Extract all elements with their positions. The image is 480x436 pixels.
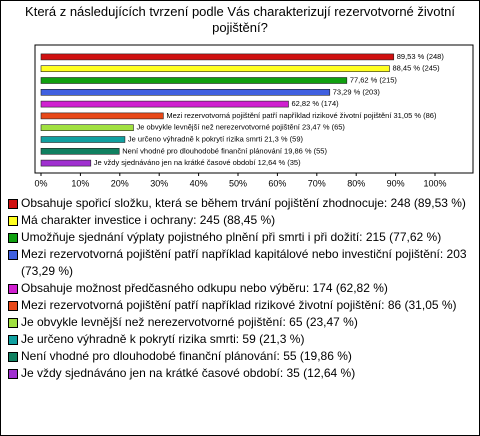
bar [40,65,390,72]
value-label: Není vhodné pro dlouhodobé finanční plán… [122,146,327,155]
x-tick-label: 60% [268,178,286,188]
legend-label: Obsahuje spořicí složku, která se během … [21,196,466,210]
legend-label: Mezi rezervotvorná pojištění patří napří… [21,247,467,278]
legend-item: Umožňuje sjednání výplaty pojistného pln… [7,229,473,246]
bar [40,136,126,143]
legend-label: Je obvykle levnější než nerezervotvorné … [21,315,358,329]
bar [40,159,92,167]
legend-label: Umožňuje sjednání výplaty pojistného pln… [21,230,442,244]
legend-item: Je obvykle levnější než nerezervotvorné … [7,314,473,331]
x-tick-label: 100% [423,178,446,188]
legend-item: Je určeno výhradně k pokrytí rizika smrt… [7,331,473,348]
bar [40,53,395,61]
bar [40,124,134,131]
value-label: 89,53 % (248) [397,52,445,61]
value-label: Mezi rezervotvorná pojištění patří napří… [166,111,437,120]
x-tick-label: 30% [150,178,168,188]
legend-item: Obsahuje možnost předčasného odkupu nebo… [7,280,473,297]
legend-swatch [8,250,18,260]
legend-swatch [8,216,18,226]
x-tick-label: 50% [229,178,247,188]
bar [40,112,164,120]
bar [40,100,289,108]
x-tick-label: 40% [190,178,208,188]
x-tick-label: 20% [111,178,129,188]
legend-label: Má charakter investice i ochrany: 245 (8… [21,213,276,227]
legend-swatch [8,301,18,311]
legend-item: Obsahuje spořicí složku, která se během … [7,195,473,212]
legend-item: Je vždy sjednáváno jen na krátké časové … [7,365,473,382]
legend-item: Mezi rezervotvorná pojištění patří napří… [7,246,473,280]
legend-swatch [8,318,18,328]
x-tick-label: 70% [308,178,326,188]
value-label: 73,29 % (203) [333,87,381,96]
legend-swatch [8,199,18,209]
x-tick-label: 10% [71,178,89,188]
x-tick-label: 80% [347,178,365,188]
value-label: 77,62 % (215) [350,75,398,84]
value-label: 88,45 % (245) [392,64,440,73]
legend-swatch [8,369,18,379]
plot-frame [34,44,474,174]
legend-label: Je určeno výhradně k pokrytí rizika smrt… [21,332,305,346]
legend-swatch [8,335,18,345]
legend-swatch [8,284,18,294]
value-label: Je určeno výhradně k pokrytí rizika smrt… [128,134,304,143]
legend: Obsahuje spořicí složku, která se během … [7,195,473,382]
bar [40,148,120,155]
legend-label: Není vhodné pro dlouhodobé finanční plán… [21,349,352,363]
legend-label: Obsahuje možnost předčasného odkupu nebo… [21,281,388,295]
legend-item: Mezi rezervotvorná pojištění patří napří… [7,297,473,314]
value-label: Je vždy sjednáváno jen na krátké časové … [94,158,301,167]
legend-swatch [8,233,18,243]
plot: 0% 10% 20% 30% 40% 50% 60% 70% 80% 90% 100% 89,53 %… [34,44,474,188]
bar [40,89,331,96]
legend-item: Má charakter investice i ochrany: 245 (8… [7,212,473,229]
legend-swatch [8,352,18,362]
x-tick-label: 0% [34,178,47,188]
x-tick-label: 90% [387,178,405,188]
legend-label: Mezi rezervotvorná pojištění patří napří… [21,298,457,312]
value-label: Je obvykle levnější než nerezervotvorné … [136,123,345,132]
legend-item: Není vhodné pro dlouhodobé finanční plán… [7,348,473,365]
legend-label: Je vždy sjednáváno jen na krátké časové … [21,366,356,380]
chart-title: Která z následujících tvrzení podle Vás … [25,4,455,35]
bar [40,77,348,84]
value-label: 62,82 % (174) [292,99,340,108]
